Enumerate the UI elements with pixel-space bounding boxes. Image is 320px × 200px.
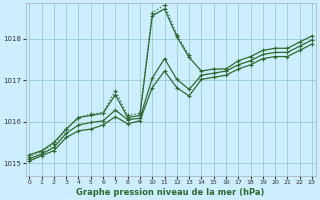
X-axis label: Graphe pression niveau de la mer (hPa): Graphe pression niveau de la mer (hPa) <box>76 188 265 197</box>
